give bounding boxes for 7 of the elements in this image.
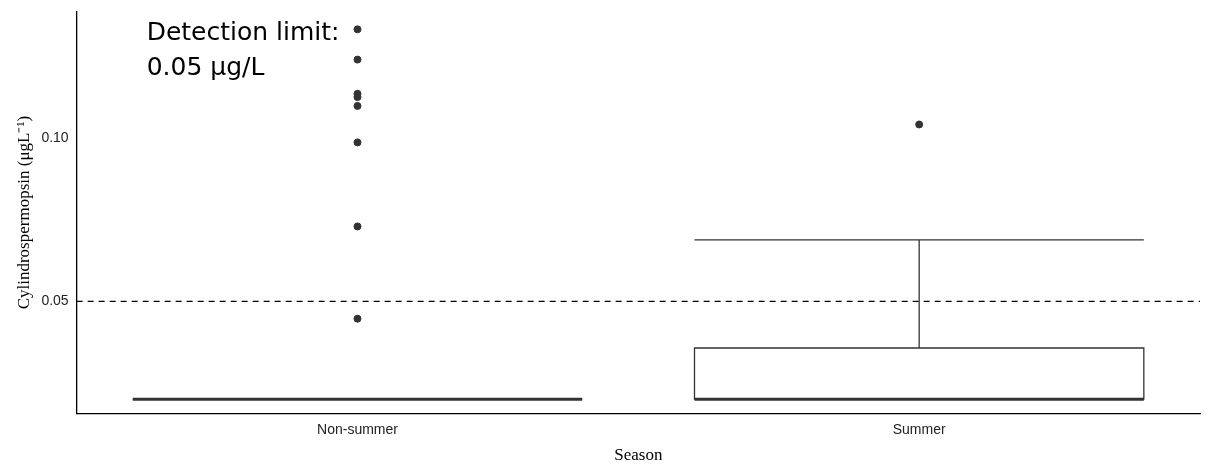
x-tick-label: Non-summer bbox=[317, 421, 399, 438]
annotation: Detection limit: 0.05 μg/L bbox=[146, 17, 340, 82]
y-axis-title: Cylindrospermopsin (μgL⁻¹) bbox=[13, 115, 33, 310]
x-tick-label: Summer bbox=[892, 421, 946, 438]
y-tick-label: 0.10 bbox=[41, 129, 69, 146]
y-tick-label: 0.05 bbox=[41, 292, 69, 309]
x-axis-title: Season bbox=[614, 445, 663, 465]
